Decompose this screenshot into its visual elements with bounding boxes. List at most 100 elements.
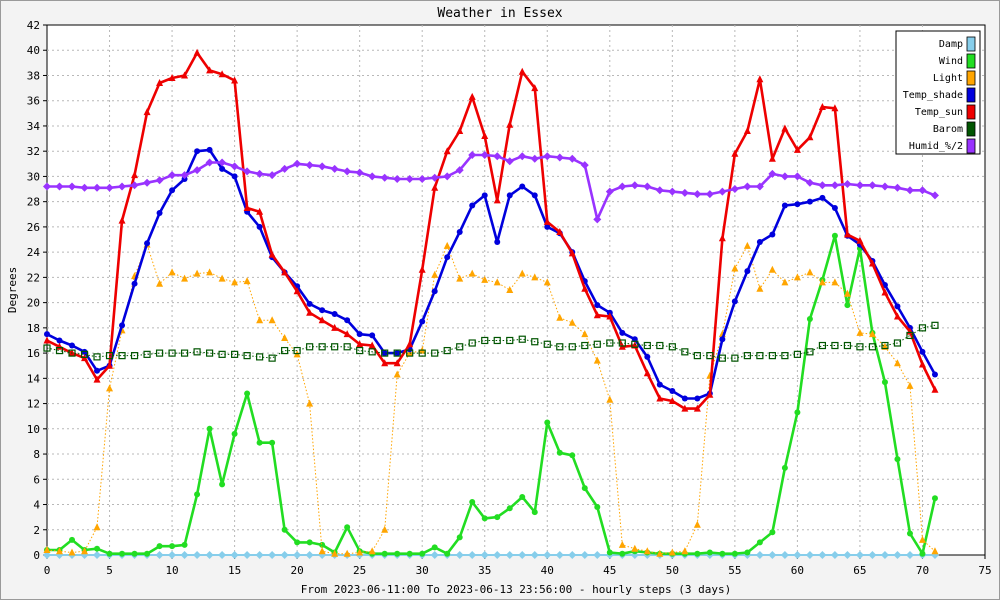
data-point-temp-sun <box>893 312 901 320</box>
data-point-wind <box>344 524 351 531</box>
data-point-humid-2 <box>468 150 477 159</box>
data-point-wind <box>831 232 838 239</box>
data-point-light <box>318 547 326 555</box>
data-point-wind <box>706 549 713 556</box>
data-point-barom <box>618 339 626 347</box>
data-point-temp-shade <box>531 192 538 199</box>
data-point-temp-sun <box>418 265 426 273</box>
data-point-temp-shade <box>719 336 726 343</box>
data-point-temp-sun <box>306 308 314 316</box>
data-point-wind <box>306 539 313 546</box>
data-point-damp <box>468 551 477 559</box>
data-point-temp-sun <box>643 369 651 377</box>
data-point-light <box>256 316 264 324</box>
data-point-light <box>281 333 289 341</box>
data-point-humid-2 <box>293 159 302 168</box>
data-point-light <box>206 268 214 276</box>
data-point-temp-shade <box>931 371 938 378</box>
data-point-light <box>731 264 739 272</box>
data-point-humid-2 <box>305 161 314 170</box>
data-point-temp-shade <box>194 148 201 155</box>
data-point-barom <box>593 340 601 348</box>
data-point-humid-2 <box>793 172 802 181</box>
data-point-barom <box>631 340 639 348</box>
data-point-light <box>868 330 876 338</box>
data-point-barom <box>793 350 802 358</box>
data-point-wind <box>256 439 263 446</box>
data-point-light <box>543 278 551 286</box>
data-point-damp <box>243 551 252 559</box>
data-point-damp <box>218 551 227 559</box>
data-point-damp <box>480 551 489 559</box>
data-point-humid-2 <box>405 174 414 183</box>
data-point-humid-2 <box>680 188 689 197</box>
data-point-light <box>343 549 351 557</box>
data-point-temp-shade <box>756 239 763 246</box>
data-point-humid-2 <box>818 181 827 190</box>
data-point-damp <box>530 551 539 559</box>
data-point-temp-sun <box>581 284 589 292</box>
data-point-light <box>856 328 864 336</box>
data-point-damp <box>505 551 514 559</box>
data-point-wind <box>94 545 101 552</box>
data-point-damp <box>780 551 789 559</box>
series-light <box>43 240 939 557</box>
data-point-humid-2 <box>530 154 539 163</box>
y-axis-label: Degrees <box>6 267 19 313</box>
data-point-temp-sun <box>156 79 164 87</box>
data-point-wind <box>906 530 913 537</box>
data-point-temp-sun <box>806 133 814 141</box>
data-point-light <box>606 395 614 403</box>
data-point-barom <box>806 348 814 356</box>
data-point-humid-2 <box>605 187 614 196</box>
legend-swatch-wind <box>966 53 976 69</box>
data-point-light <box>631 544 639 552</box>
data-point-wind <box>281 526 288 533</box>
data-point-wind <box>494 514 501 521</box>
data-point-light <box>756 284 764 292</box>
data-point-humid-2 <box>480 150 489 159</box>
data-point-temp-shade <box>731 298 738 305</box>
data-point-temp-shade <box>356 331 363 338</box>
data-point-damp <box>205 551 214 559</box>
data-point-light <box>668 548 676 556</box>
data-point-light <box>93 523 101 531</box>
data-point-temp-sun <box>568 249 576 257</box>
data-point-temp-sun <box>518 67 526 75</box>
data-point-wind <box>894 456 901 463</box>
data-point-temp-sun <box>718 234 726 242</box>
data-point-barom <box>80 350 89 358</box>
data-point-temp-sun <box>456 127 464 134</box>
data-point-light <box>618 540 626 548</box>
data-point-temp-shade <box>619 329 626 336</box>
data-point-damp <box>230 551 239 559</box>
data-point-wind <box>844 302 851 309</box>
legend-label-wind: Wind <box>939 56 963 67</box>
data-point-temp-sun <box>793 145 801 153</box>
data-point-barom <box>643 341 651 350</box>
data-point-barom <box>168 349 176 357</box>
data-point-light <box>381 525 389 533</box>
data-point-barom <box>193 348 201 356</box>
data-point-humid-2 <box>230 162 239 171</box>
data-point-temp-sun <box>268 250 276 258</box>
data-point-wind <box>194 491 201 498</box>
y-tick-label: 34 <box>27 120 41 133</box>
data-point-wind <box>781 464 788 471</box>
data-point-barom <box>231 350 239 358</box>
data-point-wind <box>731 550 738 557</box>
data-point-barom <box>268 354 276 362</box>
legend-swatch-temp-sun <box>966 104 976 120</box>
data-point-temp-shade <box>819 194 826 201</box>
data-point-temp-sun <box>368 341 376 349</box>
data-point-temp-sun <box>768 154 776 162</box>
data-point-temp-shade <box>69 342 76 349</box>
data-point-temp-sun <box>706 390 714 398</box>
data-point-light <box>743 241 751 249</box>
data-point-damp <box>855 551 864 559</box>
data-point-light <box>443 241 451 249</box>
x-tick-label: 60 <box>791 564 804 577</box>
series-line-wind <box>47 234 937 556</box>
data-point-damp <box>905 551 914 559</box>
data-point-damp <box>793 551 802 559</box>
